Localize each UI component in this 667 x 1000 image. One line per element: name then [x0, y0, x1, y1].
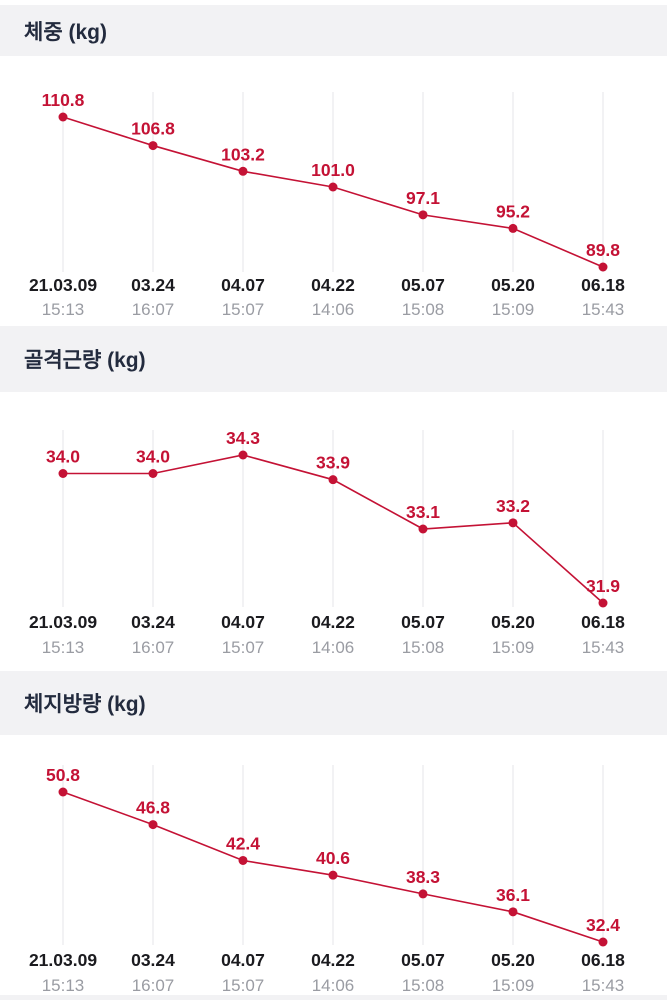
axis-date-label: 21.03.09 — [29, 275, 97, 295]
axis-time-label: 15:09 — [492, 638, 535, 657]
data-point — [508, 907, 518, 917]
axis-time-label: 15:13 — [42, 300, 85, 319]
axis-time-label: 16:07 — [132, 300, 175, 319]
axis-date-label: 04.07 — [221, 275, 265, 295]
data-point — [598, 598, 608, 608]
data-point-label: 33.1 — [406, 502, 440, 522]
data-point-label: 97.1 — [406, 188, 440, 208]
data-point-label: 103.2 — [221, 144, 265, 164]
data-point-label: 95.2 — [496, 201, 530, 221]
data-point — [58, 787, 68, 797]
axis-date-label: 05.07 — [401, 275, 445, 295]
axis-date-label: 05.20 — [491, 612, 535, 632]
axis-time-label: 15:43 — [582, 300, 625, 319]
data-point-label: 40.6 — [316, 848, 350, 868]
data-point-label: 89.8 — [586, 240, 620, 260]
data-point-label: 50.8 — [46, 765, 80, 785]
axis-date-label: 05.07 — [401, 950, 445, 970]
data-point — [148, 820, 158, 830]
axis-date-label: 03.24 — [131, 950, 175, 970]
axis-time-label: 15:09 — [492, 300, 535, 319]
data-point-label: 34.0 — [46, 447, 80, 467]
data-point-label: 34.0 — [136, 447, 170, 467]
axis-date-label: 05.20 — [491, 950, 535, 970]
axis-time-label: 15:13 — [42, 976, 85, 995]
data-point-label: 31.9 — [586, 576, 620, 596]
data-point-label: 101.0 — [311, 160, 355, 180]
data-point — [418, 210, 428, 220]
axis-time-label: 14:06 — [312, 976, 355, 995]
axis-date-label: 06.18 — [581, 950, 625, 970]
axis-time-label: 15:08 — [402, 638, 445, 657]
muscle-line-chart: 34.0 34.0 34.3 33.9 33.1 33.2 31.9 21.03.09 15:1… — [29, 428, 625, 657]
data-point — [238, 450, 248, 460]
data-point-label: 110.8 — [42, 90, 85, 110]
axis-time-label: 15:07 — [222, 638, 265, 657]
axis-time-label: 15:13 — [42, 638, 85, 657]
axis-date-label: 03.24 — [131, 275, 175, 295]
data-point — [418, 889, 428, 899]
data-point — [508, 223, 518, 233]
axis-date-label: 04.07 — [221, 612, 265, 632]
axis-date-label: 04.22 — [311, 950, 355, 970]
data-point — [598, 937, 608, 947]
data-point — [598, 262, 608, 272]
data-point — [328, 182, 338, 192]
axis-date-label: 04.22 — [311, 612, 355, 632]
axis-time-label: 15:07 — [222, 976, 265, 995]
axis-date-label: 06.18 — [581, 275, 625, 295]
axis-date-label: 06.18 — [581, 612, 625, 632]
weight-section-title: 체중 (kg) — [24, 20, 107, 44]
data-point-label: 106.8 — [131, 119, 175, 139]
data-point — [58, 469, 68, 478]
axis-date-label: 04.22 — [311, 275, 355, 295]
data-point — [508, 518, 518, 528]
data-point — [238, 855, 248, 865]
data-point — [58, 112, 68, 122]
weight-line-chart: 110.8 106.8 103.2 101.0 97.1 95.2 89.8 21.03.09… — [29, 90, 625, 319]
bodyfat-section-title: 체지방량 (kg) — [24, 693, 146, 716]
axis-date-label: 05.07 — [401, 612, 445, 632]
axis-date-label: 05.20 — [491, 275, 535, 295]
data-point — [328, 475, 338, 485]
data-point-label: 32.4 — [586, 915, 620, 935]
axis-time-label: 15:07 — [222, 300, 265, 319]
data-point-label: 36.1 — [496, 885, 530, 905]
weight-section-header: 체중 (kg) — [0, 5, 667, 56]
data-point-label: 38.3 — [406, 867, 440, 887]
axis-time-label: 16:07 — [132, 976, 175, 995]
axis-date-label: 03.24 — [131, 612, 175, 632]
data-point-label: 33.9 — [316, 453, 350, 473]
data-point — [148, 141, 158, 151]
axis-time-label: 15:43 — [582, 638, 625, 657]
data-point-label: 42.4 — [226, 833, 260, 853]
data-point — [238, 166, 248, 176]
axis-time-label: 15:09 — [492, 976, 535, 995]
axis-date-label: 21.03.09 — [29, 950, 97, 970]
data-point — [148, 469, 158, 478]
muscle-section-title: 골격근량 (kg) — [24, 349, 146, 372]
data-point-label: 34.3 — [226, 428, 260, 448]
axis-time-label: 14:06 — [312, 300, 355, 319]
data-point — [418, 524, 428, 534]
section-divider — [0, 995, 667, 1000]
axis-time-label: 15:43 — [582, 976, 625, 995]
data-point-label: 33.2 — [496, 496, 530, 516]
axis-time-label: 14:06 — [312, 638, 355, 657]
axis-time-label: 15:08 — [402, 300, 445, 319]
axis-time-label: 16:07 — [132, 638, 175, 657]
muscle-section-header: 골격근량 (kg) — [0, 326, 667, 392]
axis-time-label: 15:08 — [402, 976, 445, 995]
data-point-label: 46.8 — [136, 798, 170, 818]
axis-date-label: 04.07 — [221, 950, 265, 970]
bodyfat-section-header: 체지방량 (kg) — [0, 671, 667, 735]
data-point — [328, 870, 338, 880]
axis-date-label: 21.03.09 — [29, 612, 97, 632]
bodyfat-line-chart: 50.8 46.8 42.4 40.6 38.3 36.1 32.4 21.03.09 15:1… — [29, 765, 625, 995]
